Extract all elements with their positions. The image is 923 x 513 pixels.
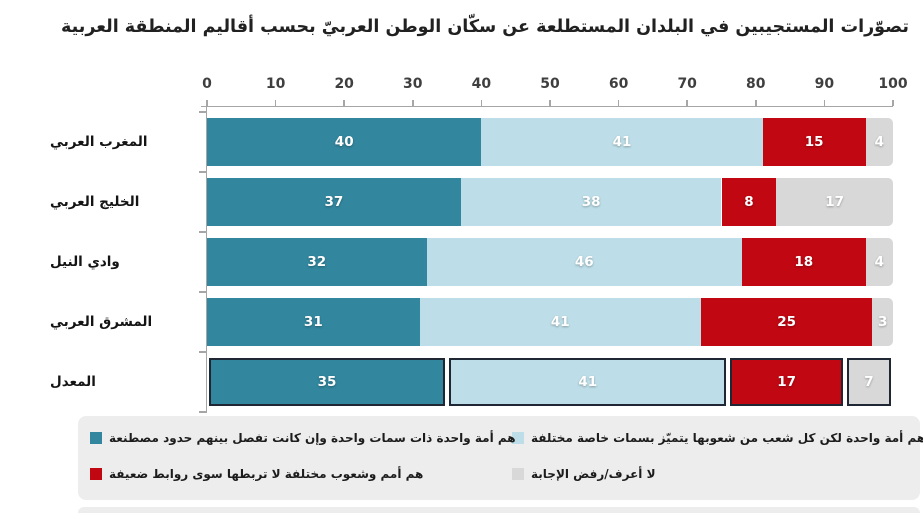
segment-value-label: 41 [612,134,632,150]
y-axis-tick-mark [199,411,207,413]
segment-value-label: 17 [777,374,797,390]
bar-segment: 4 [865,238,893,286]
legend-label: هم أمة واحدة ذات سمات واحدة وإن كانت تفص… [109,431,516,445]
bar-segment: 31 [207,298,420,346]
bar-segment: 17 [776,178,893,226]
bar-segment: 18 [742,238,866,286]
bar-segment: 15 [762,118,866,166]
segment-value-label: 37 [324,194,344,210]
bar-row: 31 41 25 3 [207,298,893,346]
x-axis-tick-mark [617,100,620,106]
x-axis-tick-mark [343,100,345,106]
x-axis-line [201,106,893,107]
bar-segment: 4 [865,118,893,166]
category-label: المعدل [50,374,96,390]
x-axis-tick-mark [549,100,551,106]
bar-segment: 3 [872,298,893,346]
segment-value-label: 15 [804,134,824,150]
x-axis-tick-label: 60 [608,76,629,92]
x-axis-tick-label: 70 [677,76,697,92]
category-label: الخليج العربي [50,194,140,210]
bar-segment: 8 [721,178,777,226]
x-axis-tick-label: 50 [540,76,560,92]
legend-swatch [90,432,102,444]
x-axis-tick-label: 20 [334,76,354,92]
segment-value-label: 3 [877,314,888,330]
segment-value-label: 46 [574,254,594,270]
bar-segment: 40 [207,118,482,166]
bar-segment: 41 [449,358,727,406]
x-axis-tick-mark [823,100,826,106]
bar-segment: 32 [207,238,427,286]
legend-item: لا أعرف/رفض الإجابة [512,464,656,484]
x-axis-tick-mark [755,100,757,106]
segment-value-label: 4 [874,134,884,150]
x-axis-tick-mark [686,100,688,106]
x-axis-tick-mark [274,100,277,106]
bar-row: 40 41 15 4 [207,118,893,166]
x-axis-tick-mark [892,100,894,106]
segment-value-label: 41 [550,314,570,330]
bar-segment: 41 [481,118,763,166]
segment-value-label: 25 [777,314,797,330]
x-axis-tick-label: 40 [471,76,492,92]
segment-value-label: 4 [874,254,884,270]
x-axis-tick-label: 90 [814,76,835,92]
chart-title: تصوّرات المستجيبين في البلدان المستطلعة … [61,17,909,37]
legend-label: هم أمة واحدة لكن كل شعب من شعوبها يتميّز… [531,431,923,445]
x-axis-tick-label: 80 [746,76,766,92]
bar-segment: 46 [426,238,743,286]
y-axis-tick-mark [199,231,207,233]
bar-segment: 35 [209,358,446,406]
category-label: وادي النيل [50,254,120,270]
bar-row: 35 41 17 7 [207,358,893,406]
bar-segment: 7 [846,358,891,406]
bar-row: 37 38 8 17 [207,178,893,226]
category-label: المشرق العربي [50,314,153,330]
bar-segment: 17 [730,358,843,406]
legend-swatch [90,468,102,480]
segment-value-label: 35 [317,374,337,390]
legend-swatch [512,468,524,480]
segment-value-label: 8 [744,194,754,210]
x-axis-tick-mark [480,100,483,106]
x-axis-tick-label: 10 [265,76,286,92]
x-axis-tick-label: 30 [403,76,423,92]
segment-value-label: 41 [578,374,598,390]
segment-value-label: 17 [825,194,845,210]
segment-value-label: 38 [581,194,601,210]
bar-row: 32 46 18 4 [207,238,893,286]
y-axis-tick-mark [199,111,207,113]
legend-item: هم أمة واحدة ذات سمات واحدة وإن كانت تفص… [90,428,516,448]
bar-segment: 38 [460,178,722,226]
legend-item: هم أمم وشعوب مختلفة لا تربطها سوى روابط … [90,464,423,484]
bar-segment: 37 [207,178,461,226]
y-axis-tick-mark [199,291,207,293]
legend-label: لا أعرف/رفض الإجابة [531,467,656,481]
legend-label: هم أمم وشعوب مختلفة لا تربطها سوى روابط … [109,467,424,481]
y-axis-tick-mark [199,171,207,173]
bar-segment: 25 [700,298,873,346]
x-axis-tick-label: 100 [878,76,908,92]
y-axis-tick-mark [199,351,207,353]
segment-value-label: 32 [307,254,327,270]
legend-swatch [512,432,524,444]
legend-box: هم أمة واحدة لكن كل شعب من شعوبها يتميّز… [78,416,923,500]
legend-item: هم أمة واحدة لكن كل شعب من شعوبها يتميّز… [512,428,923,448]
y-axis-line [206,106,207,412]
segment-value-label: 18 [794,254,814,270]
next-panel-edge [78,507,920,513]
segment-value-label: 40 [334,134,354,150]
category-label: المغرب العربي [50,134,148,150]
segment-value-label: 31 [303,314,323,330]
x-axis-tick-mark [412,100,414,106]
x-axis-tick-label: 0 [202,76,212,92]
segment-value-label: 7 [864,374,874,390]
bar-segment: 41 [419,298,701,346]
x-axis-tick-mark [206,100,208,106]
